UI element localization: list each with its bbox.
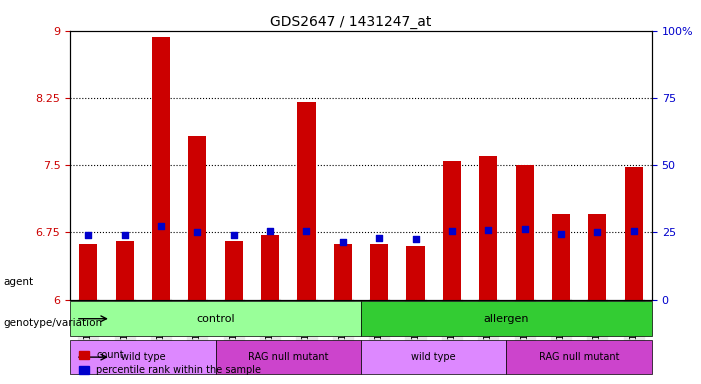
Text: RAG null mutant: RAG null mutant bbox=[539, 352, 620, 362]
Bar bbox=[334, 244, 352, 300]
Bar bbox=[625, 167, 643, 300]
Bar bbox=[443, 161, 461, 300]
Text: allergen: allergen bbox=[484, 314, 529, 324]
FancyBboxPatch shape bbox=[361, 301, 652, 336]
Point bbox=[337, 239, 348, 245]
Text: wild type: wild type bbox=[121, 352, 165, 362]
Bar bbox=[261, 235, 279, 300]
Point bbox=[628, 228, 639, 235]
Point bbox=[410, 235, 421, 242]
Bar bbox=[407, 246, 425, 300]
Bar bbox=[152, 37, 170, 300]
Bar bbox=[224, 241, 243, 300]
Point bbox=[374, 235, 385, 241]
Point bbox=[592, 229, 603, 235]
Point bbox=[119, 232, 130, 238]
Text: genotype/variation: genotype/variation bbox=[4, 318, 102, 328]
Bar bbox=[189, 136, 207, 300]
Bar bbox=[588, 214, 606, 300]
Point bbox=[228, 232, 239, 238]
Point bbox=[192, 229, 203, 235]
Point bbox=[301, 227, 312, 233]
Bar bbox=[79, 244, 97, 300]
Text: control: control bbox=[196, 314, 235, 324]
FancyBboxPatch shape bbox=[361, 340, 506, 374]
Bar bbox=[116, 241, 134, 300]
Point bbox=[483, 227, 494, 233]
Point bbox=[156, 223, 167, 229]
FancyBboxPatch shape bbox=[216, 340, 361, 374]
Point bbox=[555, 231, 566, 237]
Text: GDS2647 / 1431247_at: GDS2647 / 1431247_at bbox=[270, 15, 431, 29]
Point bbox=[264, 227, 275, 233]
Legend: count, percentile rank within the sample: count, percentile rank within the sample bbox=[75, 346, 265, 379]
FancyBboxPatch shape bbox=[70, 340, 216, 374]
Point bbox=[447, 227, 458, 233]
Text: wild type: wild type bbox=[411, 352, 456, 362]
Point bbox=[519, 226, 530, 232]
Bar bbox=[370, 244, 388, 300]
FancyBboxPatch shape bbox=[506, 340, 652, 374]
Text: RAG null mutant: RAG null mutant bbox=[248, 352, 329, 362]
Bar bbox=[515, 165, 533, 300]
Bar bbox=[479, 156, 498, 300]
FancyBboxPatch shape bbox=[70, 301, 361, 336]
Bar bbox=[297, 103, 315, 300]
Text: agent: agent bbox=[4, 277, 34, 287]
Bar bbox=[552, 214, 570, 300]
Point bbox=[83, 232, 94, 238]
